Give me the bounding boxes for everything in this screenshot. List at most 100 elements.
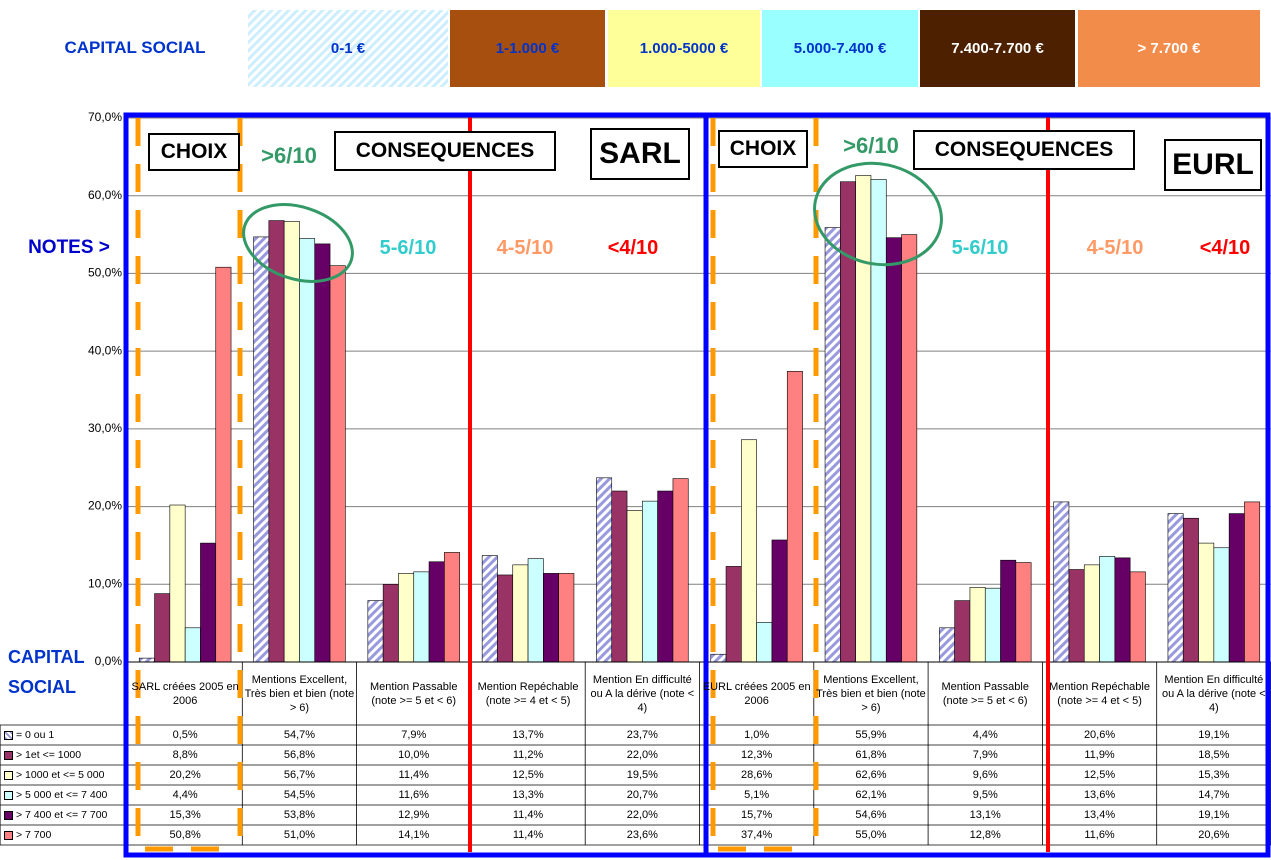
table-legend: = 0 ou 1 bbox=[2, 725, 126, 745]
table-value: 53,8% bbox=[283, 809, 316, 821]
legend-label: 7.400-7.700 € bbox=[951, 40, 1044, 57]
table-value: 9,6% bbox=[972, 769, 998, 781]
annotation: 4-5/10 bbox=[1086, 236, 1144, 259]
table-value: 54,7% bbox=[283, 729, 316, 741]
table-value: 7,9% bbox=[972, 749, 998, 761]
category-label: Mention En difficulté ou A la dérive (no… bbox=[1162, 673, 1266, 714]
table-value: 0,5% bbox=[172, 729, 198, 741]
bar bbox=[1053, 501, 1070, 663]
legend-label: > 7 700 bbox=[16, 829, 52, 841]
bar bbox=[1228, 513, 1245, 663]
bar bbox=[771, 539, 788, 663]
category-label: Mention Passable (note >= 5 et < 6) bbox=[941, 680, 1029, 707]
bar bbox=[1198, 542, 1215, 663]
annotation: <4/10 bbox=[607, 236, 659, 259]
category-label: Mention Repéchable (note >= 4 et < 5) bbox=[1049, 680, 1150, 707]
legend-label: > 5 000 et <= 7 400 bbox=[16, 789, 108, 801]
annotation: >6/10 bbox=[261, 143, 317, 168]
y-tick-label: 10,0% bbox=[88, 576, 122, 590]
table-legend: > 7 700 bbox=[2, 825, 126, 845]
table-value: 14,1% bbox=[398, 829, 430, 841]
table-value: 23,6% bbox=[626, 829, 658, 841]
table-value: 22,0% bbox=[626, 749, 658, 761]
bar bbox=[1114, 557, 1131, 663]
bar bbox=[444, 552, 460, 663]
bar bbox=[215, 266, 232, 663]
bar bbox=[154, 593, 171, 663]
category-label: Mention En difficulté ou A la dérive (no… bbox=[590, 673, 695, 714]
bar bbox=[413, 571, 430, 663]
annotation: <4/10 bbox=[1199, 236, 1251, 259]
y-tick-label: 0,0% bbox=[95, 654, 123, 668]
bar bbox=[984, 587, 1001, 663]
annotation: >6/10 bbox=[843, 133, 899, 158]
table-value: 15,7% bbox=[741, 809, 773, 821]
table-value: 19,1% bbox=[1198, 729, 1230, 741]
annotation: CONSEQUENCES bbox=[913, 130, 1135, 170]
table-value: 20,6% bbox=[1083, 729, 1116, 741]
table-value: 54,5% bbox=[283, 789, 316, 801]
annotation: SARL bbox=[590, 128, 690, 180]
table-value: 11,2% bbox=[512, 749, 544, 761]
bar bbox=[710, 653, 727, 663]
table-value: 15,3% bbox=[1198, 769, 1230, 781]
legend-box bbox=[450, 10, 605, 87]
table-value: 12,8% bbox=[969, 829, 1001, 841]
table-value: 13,4% bbox=[1083, 809, 1116, 821]
legend-label: 0-1 € bbox=[330, 40, 366, 57]
table-value: 9,5% bbox=[972, 789, 998, 801]
table-value: 11,4% bbox=[512, 809, 544, 821]
y-tick-label: 20,0% bbox=[88, 499, 122, 513]
bar bbox=[283, 221, 300, 663]
bar bbox=[1068, 569, 1085, 663]
table-value: 11,6% bbox=[398, 789, 429, 801]
bar bbox=[497, 574, 514, 663]
table-value: 5,1% bbox=[744, 789, 770, 801]
table-value: 37,4% bbox=[741, 829, 773, 841]
y-tick-label: 40,0% bbox=[88, 343, 122, 357]
table-value: 11,6% bbox=[1084, 829, 1115, 841]
legend-swatch bbox=[4, 830, 13, 840]
bar bbox=[329, 265, 346, 663]
table-value: 11,4% bbox=[512, 829, 544, 841]
bar bbox=[268, 220, 285, 663]
legend-box bbox=[608, 10, 760, 87]
legend-label: 1.000-5000 € bbox=[639, 40, 729, 57]
table-value: 28,6% bbox=[741, 769, 773, 781]
bar bbox=[314, 243, 331, 663]
bar bbox=[200, 542, 217, 663]
table-legend: > 5 000 et <= 7 400 bbox=[2, 785, 126, 805]
table-value: 8,8% bbox=[172, 749, 198, 761]
table-value: 1,0% bbox=[744, 729, 770, 741]
legend-box bbox=[762, 10, 918, 87]
table-value: 54,6% bbox=[855, 809, 887, 821]
bar bbox=[885, 237, 902, 663]
bar bbox=[756, 622, 773, 663]
table-value: 12,5% bbox=[1083, 769, 1116, 781]
highlight bbox=[242, 203, 354, 283]
bar bbox=[1213, 547, 1230, 663]
bar bbox=[1182, 517, 1199, 663]
legend-label: > 7 400 et <= 7 700 bbox=[16, 809, 108, 821]
category-label: EURL créées 2005 en 2006 bbox=[702, 680, 811, 707]
legend-label: > 1et <= 1000 bbox=[16, 749, 82, 761]
y-tick-label: 70,0% bbox=[88, 110, 122, 124]
table-value: 50,8% bbox=[169, 829, 201, 841]
bar bbox=[1015, 562, 1032, 663]
y-tick-label: 30,0% bbox=[88, 421, 122, 435]
bar bbox=[626, 510, 643, 663]
bar bbox=[527, 558, 544, 663]
table-value: 56,8% bbox=[283, 749, 316, 761]
table-value: 19,5% bbox=[626, 769, 658, 781]
legend-swatch bbox=[4, 810, 13, 820]
table-value: 10,0% bbox=[398, 749, 430, 761]
table-value: 13,6% bbox=[1083, 789, 1116, 801]
legend-label: > 7.700 € bbox=[1137, 40, 1201, 57]
category-label: Mentions Excellent, Très bien et bien (n… bbox=[816, 673, 926, 714]
table-value: 23,7% bbox=[626, 729, 658, 741]
legend-swatch bbox=[4, 730, 13, 740]
bar bbox=[299, 238, 316, 663]
table-value: 4,4% bbox=[972, 729, 998, 741]
table-value: 61,8% bbox=[855, 749, 887, 761]
